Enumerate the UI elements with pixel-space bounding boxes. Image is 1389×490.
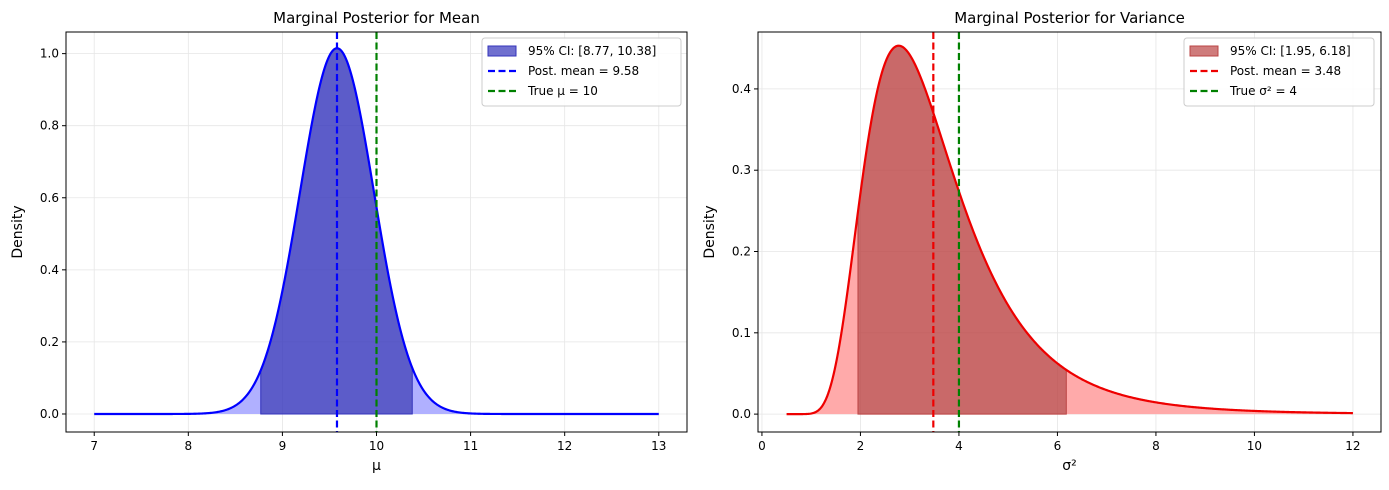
- y-tick-label: 0.1: [732, 326, 751, 340]
- legend-label: 95% CI: [1.95, 6.18]: [1230, 44, 1351, 58]
- legend: 95% CI: [8.77, 10.38] Post. mean = 9.58 Tr…: [481, 37, 682, 107]
- legend-label: True μ = 10: [527, 84, 598, 98]
- density-curve: [94, 47, 659, 416]
- x-tick-label: 11: [463, 439, 478, 453]
- chart-title: Marginal Posterior for Mean: [273, 9, 480, 27]
- tail-area-right: [1066, 369, 1353, 415]
- y-tick-label: 0.2: [732, 245, 751, 259]
- y-tick-label: 0.3: [732, 163, 751, 177]
- x-tick-label: 8: [184, 439, 192, 453]
- legend: 95% CI: [1.95, 6.18] Post. mean = 3.48 Tru…: [1183, 37, 1375, 107]
- y-tick-label: 0.4: [40, 263, 59, 277]
- y-axis-label: Density: [10, 205, 26, 258]
- x-tick-label: 0: [758, 439, 766, 453]
- y-tick-label: 0.8: [40, 119, 59, 133]
- axes-frame: [757, 31, 1382, 433]
- y-axis-label: Density: [702, 205, 718, 258]
- y-tick-label: 0.2: [40, 335, 59, 349]
- x-axis-label: μ: [372, 458, 381, 474]
- y-tick-label: 0.4: [732, 82, 751, 96]
- legend-swatch: [487, 45, 517, 57]
- x-tick-label: 7: [90, 439, 98, 453]
- x-tick-label: 6: [1054, 439, 1062, 453]
- density-curve: [786, 44, 1353, 416]
- panel-mean-posterior: 7 8 9 10 11 12 13 0.0 0.2 0.4 0.6 0.8 1.0 Marginal Po…: [10, 9, 688, 474]
- x-tick-label: 8: [1152, 439, 1160, 453]
- legend-label: True σ² = 4: [1229, 84, 1297, 98]
- x-tick-label: 10: [1247, 439, 1262, 453]
- x-tick-label: 2: [857, 439, 865, 453]
- legend-label: Post. mean = 3.48: [1230, 64, 1341, 78]
- tail-area-right: [412, 367, 659, 414]
- tail-area-left: [94, 370, 261, 414]
- x-axis-label: σ²: [1062, 458, 1077, 474]
- x-tick-label: 13: [651, 439, 666, 453]
- x-tick-label: 12: [557, 439, 572, 453]
- y-tick-label: 1.0: [40, 47, 59, 61]
- legend-label: Post. mean = 9.58: [528, 64, 639, 78]
- x-tick-label: 10: [369, 439, 384, 453]
- y-tick-label: 0.0: [732, 407, 751, 421]
- y-tick-label: 0.6: [40, 191, 59, 205]
- legend-box: [481, 37, 682, 107]
- legend-box: [1183, 37, 1375, 107]
- y-tick-label: 0.0: [40, 407, 59, 421]
- x-tick-label: 12: [1345, 439, 1360, 453]
- legend-swatch: [1189, 45, 1219, 57]
- legend-label: 95% CI: [8.77, 10.38]: [528, 44, 656, 58]
- x-tick-label: 4: [955, 439, 963, 453]
- panel-variance-posterior: 0 2 4 6 8 10 12 0.0 0.1 0.2 0.3 0.4 Marginal Posteri…: [702, 9, 1382, 474]
- chart-title: Marginal Posterior for Variance: [954, 9, 1185, 27]
- tail-area-left: [786, 211, 858, 415]
- x-tick-label: 9: [279, 439, 287, 453]
